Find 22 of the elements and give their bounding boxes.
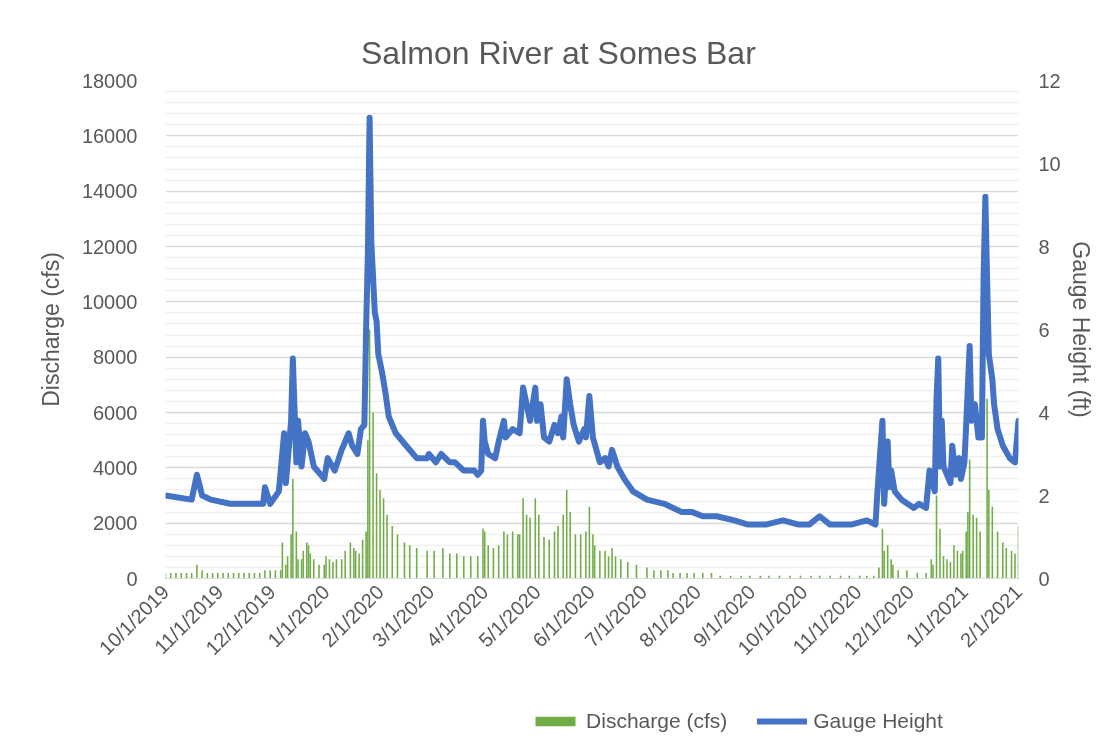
legend-label: Discharge (cfs) bbox=[586, 709, 728, 733]
y-tick-label: 18000 bbox=[81, 69, 138, 92]
y-tick-label: 12000 bbox=[81, 235, 138, 258]
y-tick-label: 6000 bbox=[93, 401, 138, 424]
y-tick-label: 4000 bbox=[93, 456, 138, 479]
y-tick-label: 8000 bbox=[93, 346, 138, 369]
legend-label: Gauge Height bbox=[813, 709, 943, 733]
y2-tick-label: 2 bbox=[1038, 484, 1050, 507]
y2-axis-title: Gauge Height (ft) bbox=[1067, 241, 1094, 418]
y2-tick-label: 0 bbox=[1038, 567, 1050, 590]
y2-tick-label: 8 bbox=[1038, 235, 1050, 258]
y2-tick-label: 10 bbox=[1038, 152, 1061, 175]
y-tick-label: 0 bbox=[126, 567, 138, 590]
y-tick-label: 16000 bbox=[81, 124, 138, 147]
y2-tick-label: 12 bbox=[1038, 69, 1061, 92]
y-tick-label: 14000 bbox=[81, 180, 138, 203]
chart-title: Salmon River at Somes Bar bbox=[361, 34, 757, 71]
y-axis-title: Discharge (cfs) bbox=[37, 252, 64, 407]
y2-tick-label: 6 bbox=[1038, 318, 1050, 341]
y2-tick-label: 4 bbox=[1038, 401, 1050, 424]
y-tick-label: 10000 bbox=[81, 290, 138, 313]
y-tick-label: 2000 bbox=[93, 512, 138, 535]
